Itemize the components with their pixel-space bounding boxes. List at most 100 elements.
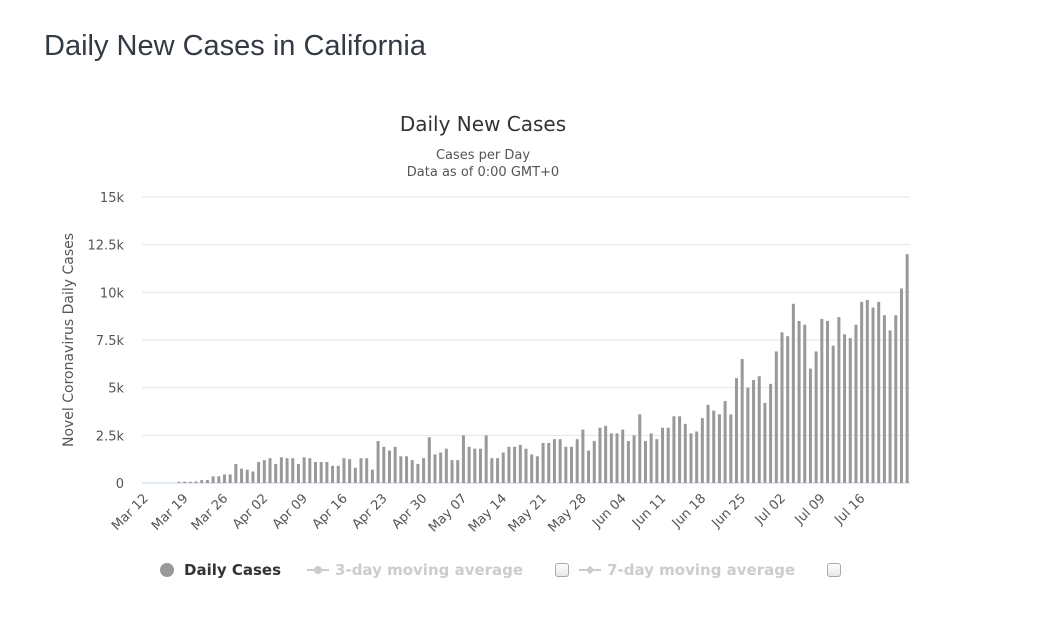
bar[interactable] <box>222 474 226 483</box>
bar[interactable] <box>558 439 562 483</box>
bar[interactable] <box>467 446 471 483</box>
bar[interactable] <box>865 299 869 483</box>
bar[interactable] <box>188 481 192 483</box>
bar[interactable] <box>826 320 830 483</box>
bar[interactable] <box>291 458 295 483</box>
bar[interactable] <box>717 414 721 483</box>
bar[interactable] <box>507 446 511 483</box>
bar[interactable] <box>513 446 517 483</box>
bar[interactable] <box>245 469 249 483</box>
bar[interactable] <box>860 301 864 483</box>
bar[interactable] <box>211 476 215 483</box>
bar[interactable] <box>541 442 545 483</box>
bar[interactable] <box>786 336 790 483</box>
bar[interactable] <box>564 446 568 483</box>
bar[interactable] <box>843 334 847 483</box>
bar[interactable] <box>905 254 909 483</box>
bar[interactable] <box>336 465 340 483</box>
bar[interactable] <box>376 441 380 483</box>
bar[interactable] <box>797 320 801 483</box>
bar[interactable] <box>456 460 460 483</box>
bar[interactable] <box>251 471 255 483</box>
bar[interactable] <box>769 383 773 483</box>
bar[interactable] <box>285 458 289 483</box>
bar[interactable] <box>433 454 437 483</box>
bar[interactable] <box>740 359 744 483</box>
legend-item-3day-average[interactable]: 3-day moving average <box>307 561 523 579</box>
bar[interactable] <box>552 439 556 483</box>
bar[interactable] <box>450 460 454 483</box>
bar[interactable] <box>791 303 795 483</box>
bar[interactable] <box>894 315 898 483</box>
bar[interactable] <box>478 448 482 483</box>
bar[interactable] <box>439 452 443 483</box>
bar[interactable] <box>205 479 209 483</box>
bar[interactable] <box>575 439 579 483</box>
bar[interactable] <box>837 317 841 483</box>
bar[interactable] <box>632 435 636 483</box>
bar[interactable] <box>200 480 204 483</box>
bar[interactable] <box>319 462 323 483</box>
bar[interactable] <box>490 458 494 483</box>
bar[interactable] <box>234 463 238 483</box>
bar[interactable] <box>496 458 500 483</box>
bar[interactable] <box>820 319 824 483</box>
bar[interactable] <box>268 458 272 483</box>
bar[interactable] <box>359 458 363 483</box>
bar[interactable] <box>763 402 767 483</box>
bar[interactable] <box>808 368 812 483</box>
bar[interactable] <box>228 474 232 483</box>
bar[interactable] <box>177 481 181 483</box>
bar[interactable] <box>780 332 784 483</box>
bar[interactable] <box>217 476 221 483</box>
bar[interactable] <box>672 416 676 483</box>
bar[interactable] <box>626 441 630 483</box>
bar[interactable] <box>308 458 312 483</box>
bar[interactable] <box>257 462 261 483</box>
bar[interactable] <box>570 446 574 483</box>
bar[interactable] <box>757 376 761 483</box>
bar[interactable] <box>524 448 528 483</box>
bar[interactable] <box>581 429 585 483</box>
bar[interactable] <box>416 463 420 483</box>
checkbox-3day-average[interactable] <box>555 563 570 577</box>
bar[interactable] <box>734 378 738 483</box>
bar[interactable] <box>370 469 374 483</box>
bar[interactable] <box>547 442 551 483</box>
bar[interactable] <box>342 458 346 483</box>
bar[interactable] <box>535 456 539 483</box>
bar[interactable] <box>803 324 807 483</box>
bar[interactable] <box>444 448 448 483</box>
bar[interactable] <box>752 380 756 483</box>
bar[interactable] <box>712 410 716 483</box>
bar[interactable] <box>427 437 431 483</box>
bar[interactable] <box>410 460 414 483</box>
bar[interactable] <box>302 457 306 483</box>
bar[interactable] <box>183 481 187 483</box>
bar[interactable] <box>695 431 699 483</box>
bar[interactable] <box>501 452 505 483</box>
bar[interactable] <box>609 433 613 483</box>
bar[interactable] <box>655 439 659 483</box>
bar[interactable] <box>683 423 687 483</box>
bar[interactable] <box>774 351 778 483</box>
bar[interactable] <box>365 458 369 483</box>
bar[interactable] <box>888 330 892 483</box>
bar[interactable] <box>854 324 858 483</box>
bar[interactable] <box>331 465 335 483</box>
bar[interactable] <box>621 429 625 483</box>
bar[interactable] <box>666 427 670 483</box>
bar[interactable] <box>422 458 426 483</box>
bar[interactable] <box>877 301 881 483</box>
bar[interactable] <box>604 425 608 483</box>
bar[interactable] <box>598 427 602 483</box>
bar[interactable] <box>882 315 886 483</box>
bar[interactable] <box>678 416 682 483</box>
checkbox-7day-average[interactable] <box>827 563 842 577</box>
bar[interactable] <box>871 307 875 483</box>
bar[interactable] <box>296 463 300 483</box>
bar[interactable] <box>325 462 329 483</box>
bar[interactable] <box>831 345 835 483</box>
bar[interactable] <box>746 387 750 483</box>
bar[interactable] <box>314 462 318 483</box>
